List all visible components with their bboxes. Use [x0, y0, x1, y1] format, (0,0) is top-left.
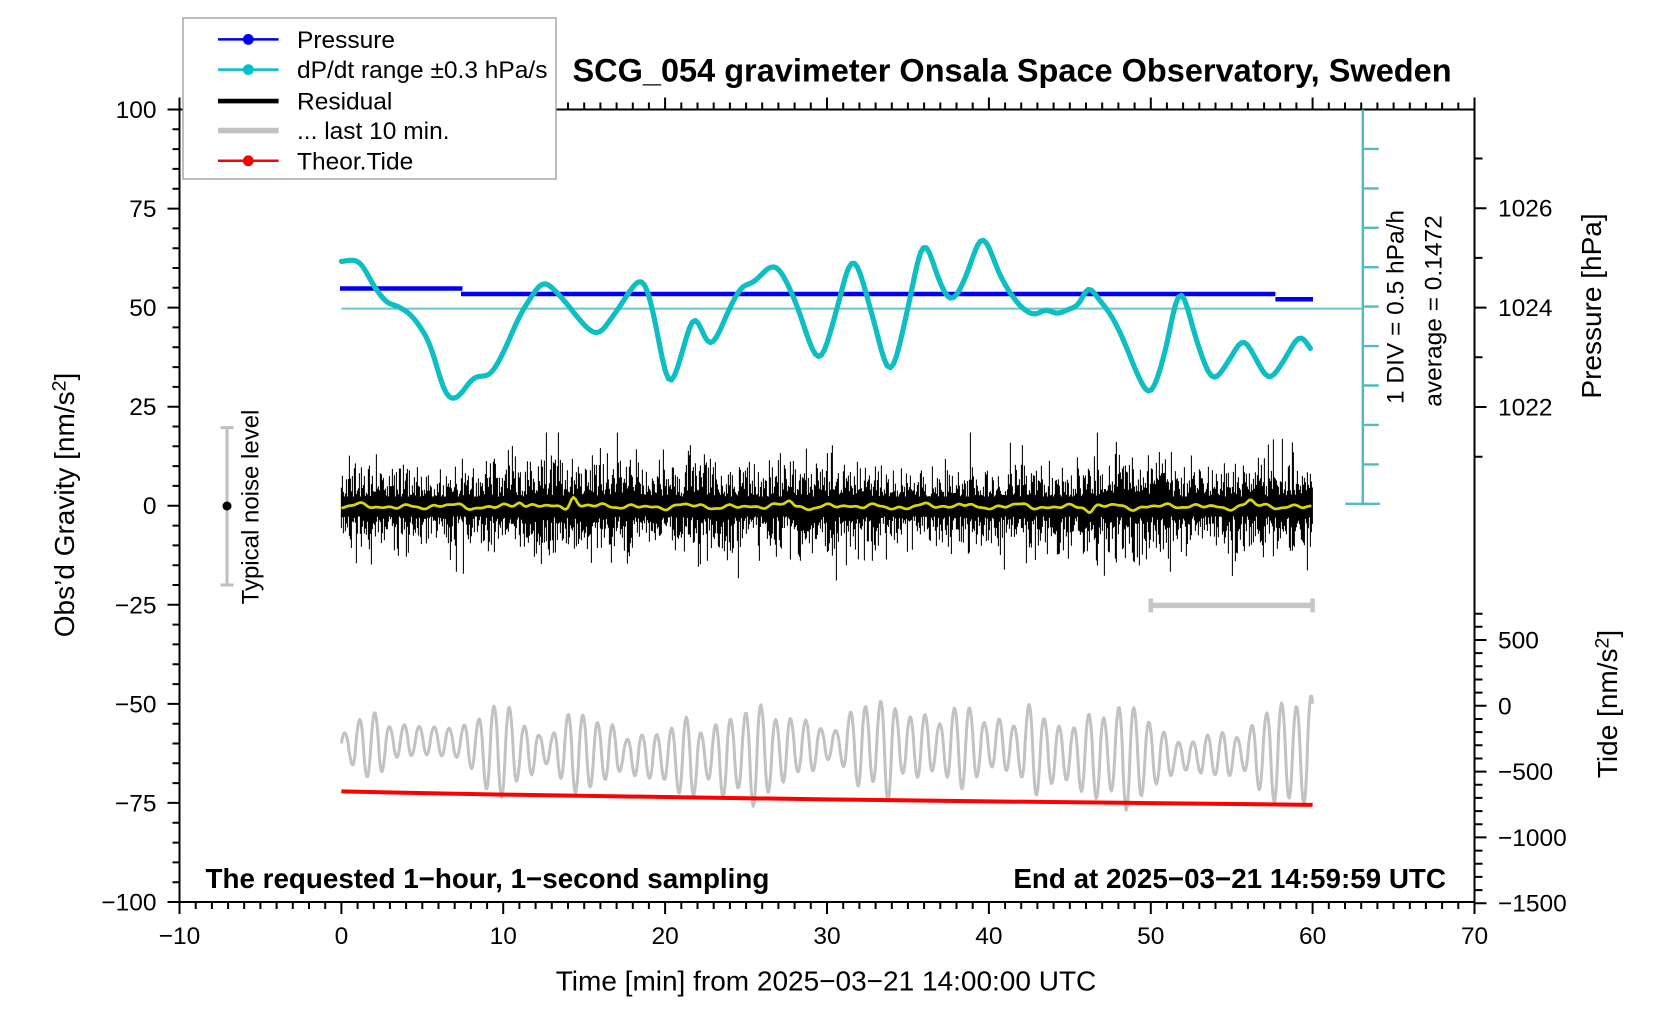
svg-text:50: 50 — [129, 295, 156, 322]
svg-text:0: 0 — [335, 923, 349, 950]
svg-text:1022: 1022 — [1498, 395, 1553, 422]
svg-text:0: 0 — [1498, 693, 1512, 720]
svg-text:20: 20 — [651, 923, 678, 950]
svg-text:75: 75 — [129, 196, 156, 223]
svg-text:−25: −25 — [115, 592, 157, 619]
svg-text:1024: 1024 — [1498, 295, 1553, 322]
svg-text:SCG_054 gravimeter Onsala Spac: SCG_054 gravimeter Onsala Space Observat… — [572, 53, 1451, 89]
svg-text:Time [min] from 2025−03−21 14:: Time [min] from 2025−03−21 14:00:00 UTC — [556, 966, 1097, 997]
svg-text:1 DIV = 0.5 hPa/h: 1 DIV = 0.5 hPa/h — [1383, 210, 1410, 404]
svg-text:... last 10 min.: ... last 10 min. — [297, 118, 450, 145]
svg-text:Theor.Tide: Theor.Tide — [297, 148, 413, 175]
svg-text:100: 100 — [116, 97, 157, 124]
svg-text:500: 500 — [1498, 628, 1539, 655]
svg-text:−1500: −1500 — [1498, 891, 1567, 918]
svg-text:−10: −10 — [159, 923, 201, 950]
svg-text:−75: −75 — [115, 790, 157, 817]
svg-text:25: 25 — [129, 394, 156, 421]
svg-text:Residual: Residual — [297, 89, 392, 116]
svg-text:Pressure: Pressure — [297, 27, 395, 54]
svg-text:0: 0 — [143, 493, 157, 520]
svg-text:−50: −50 — [115, 691, 157, 718]
svg-text:−1000: −1000 — [1498, 825, 1567, 852]
svg-text:60: 60 — [1299, 923, 1326, 950]
svg-text:Obs’d Gravity [nm/s2]: Obs’d Gravity [nm/s2] — [49, 373, 81, 637]
svg-text:Pressure [hPa]: Pressure [hPa] — [1576, 213, 1607, 398]
svg-text:10: 10 — [490, 923, 517, 950]
svg-text:1026: 1026 — [1498, 196, 1553, 223]
svg-text:Typical noise level: Typical noise level — [238, 410, 265, 605]
svg-text:average = 0.1472: average = 0.1472 — [1421, 215, 1448, 406]
svg-text:Tide [nm/s2]: Tide [nm/s2] — [1592, 630, 1624, 778]
svg-text:30: 30 — [813, 923, 840, 950]
svg-text:−100: −100 — [101, 890, 156, 917]
svg-text:The requested 1−hour, 1−second: The requested 1−hour, 1−second sampling — [206, 863, 770, 894]
svg-text:70: 70 — [1461, 923, 1488, 950]
svg-text:40: 40 — [975, 923, 1002, 950]
svg-text:dP/dt range ±0.3 hPa/s: dP/dt range ±0.3 hPa/s — [297, 57, 547, 84]
svg-text:50: 50 — [1137, 923, 1164, 950]
svg-text:End at 2025−03−21 14:59:59 UTC: End at 2025−03−21 14:59:59 UTC — [1013, 863, 1446, 894]
svg-text:−500: −500 — [1498, 759, 1553, 786]
